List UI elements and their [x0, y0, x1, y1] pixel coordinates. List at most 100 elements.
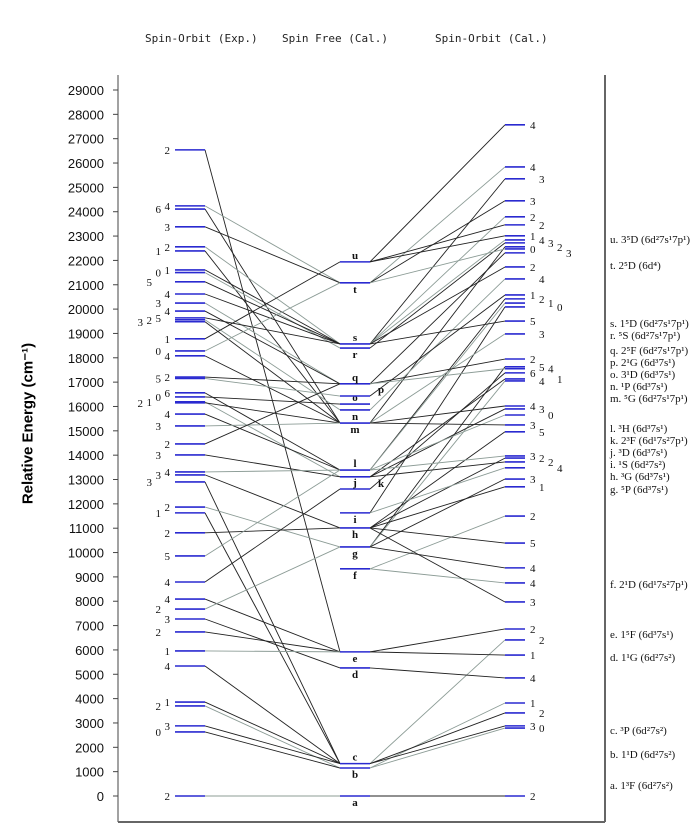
- correlation-line: [369, 266, 506, 345]
- so-level-j-label: 1: [530, 650, 536, 662]
- correlation-line: [204, 302, 341, 385]
- exp-level-j-label: 5: [156, 313, 162, 325]
- correlation-line: [204, 261, 341, 340]
- so-level-j-label: 3: [539, 174, 545, 186]
- exp-level-j-label: 6: [156, 204, 162, 216]
- correlation-line: [369, 527, 506, 603]
- state-label: d. 1¹G (6d²7s²): [610, 652, 676, 664]
- correlation-line: [369, 467, 506, 514]
- so-level-j-label: 3: [530, 196, 536, 208]
- so-level-j-label: 3: [530, 451, 536, 463]
- state-label: k. 2³F (6d¹7s²7p¹): [610, 435, 688, 447]
- exp-level-j-label: 2: [165, 502, 171, 514]
- state-label: b. 1¹D (6d²7s²): [610, 749, 676, 761]
- correlation-line: [369, 414, 506, 471]
- so-level-j-label: 0: [539, 723, 545, 735]
- correlation-line: [204, 546, 341, 610]
- spin-free-level-label: m: [350, 424, 359, 436]
- exp-level-j-label: 4: [165, 409, 171, 421]
- correlation-line: [369, 124, 506, 263]
- exp-level-j-label: 0: [156, 392, 162, 404]
- y-tick-label: 9000: [75, 570, 104, 585]
- exp-level-j-label: 2: [165, 791, 171, 803]
- correlation-line: [204, 319, 341, 411]
- exp-level-j-label: 2: [147, 315, 153, 327]
- so-level-j-label: 2: [539, 635, 545, 647]
- correlation-line: [369, 639, 506, 764]
- so-level-j-label: 2: [530, 212, 536, 224]
- so-level-j-label: 4: [539, 274, 545, 286]
- spin-free-level-label: e: [353, 653, 358, 665]
- correlation-line: [204, 282, 341, 352]
- correlation-line: [369, 486, 506, 529]
- y-tick-label: 26000: [68, 156, 104, 171]
- state-label: g. ⁵P (6d³7s¹): [610, 484, 668, 496]
- correlation-line: [204, 527, 341, 534]
- so-level-j-label: 5: [530, 538, 536, 550]
- exp-level-j-label: 2: [156, 627, 162, 639]
- exp-level-j-label: 1: [147, 397, 153, 409]
- correlation-line: [204, 246, 341, 345]
- so-level-j-label: 0: [548, 410, 554, 422]
- y-tick-label: 24000: [68, 205, 104, 220]
- exp-level-j-label: 3: [156, 450, 162, 462]
- exp-level-j-label: 4: [165, 201, 171, 213]
- spin-free-level-label: d: [352, 669, 358, 681]
- y-tick-label: 1000: [75, 765, 104, 780]
- y-tick-label: 4000: [75, 692, 104, 707]
- so-level-j-label: 2: [530, 262, 536, 274]
- exp-level-j-label: 2: [165, 242, 171, 254]
- y-tick-label: 15000: [68, 424, 104, 439]
- correlation-line: [204, 317, 341, 345]
- y-tick-label: 0: [97, 789, 104, 804]
- correlation-line: [204, 401, 341, 478]
- correlation-line: [204, 731, 341, 769]
- correlation-line: [204, 281, 341, 345]
- so-level-j-label: 4: [539, 376, 545, 388]
- so-level-j-label: 2: [539, 294, 545, 306]
- exp-level-j-label: 2: [165, 528, 171, 540]
- spin-free-level-label: n: [352, 411, 358, 423]
- so-level-j-label: 5: [539, 362, 545, 374]
- y-tick-label: 10000: [68, 546, 104, 561]
- exp-level-j-label: 0: [156, 346, 162, 358]
- correlation-line: [369, 366, 506, 548]
- correlation-line: [204, 413, 341, 471]
- exp-level-j-label: 3: [156, 421, 162, 433]
- correlation-line: [369, 546, 506, 569]
- correlation-line: [369, 667, 506, 679]
- state-label: e. 1⁵F (6d³7s¹): [610, 629, 674, 641]
- spin-free-level-label: o: [352, 392, 358, 404]
- exp-level-j-label: 4: [165, 306, 171, 318]
- so-level-j-label: 2: [530, 354, 536, 366]
- correlation-line: [204, 598, 341, 653]
- state-label: l. ³H (6d³7s¹): [610, 423, 668, 435]
- correlation-line: [369, 725, 506, 765]
- so-level-j-label: 2: [530, 511, 536, 523]
- correlation-line: [369, 306, 506, 514]
- correlation-line: [369, 166, 506, 284]
- y-tick-label: 17000: [68, 375, 104, 390]
- correlation-line: [369, 422, 506, 426]
- correlation-line: [369, 252, 506, 385]
- correlation-line: [369, 294, 506, 397]
- correlation-line: [204, 269, 341, 345]
- y-tick-label: 21000: [68, 278, 104, 293]
- correlation-line: [204, 481, 341, 764]
- spin-free-level-label: p: [378, 384, 384, 396]
- exp-level-j-label: 0: [156, 268, 162, 280]
- correlation-line: [204, 618, 341, 669]
- correlation-line: [369, 235, 506, 263]
- exp-level-j-label: 3: [156, 298, 162, 310]
- state-label: h. ³G (6d³7s¹): [610, 471, 670, 483]
- so-level-j-label: 4: [530, 563, 536, 575]
- spin-free-level-label: u: [352, 250, 358, 262]
- exp-level-j-label: 2: [165, 145, 171, 157]
- correlation-line: [369, 568, 506, 584]
- y-tick-label: 2000: [75, 740, 104, 755]
- so-level-j-label: 2: [539, 453, 545, 465]
- correlation-line: [369, 478, 506, 548]
- spin-free-level-label: r: [353, 349, 358, 361]
- correlation-line: [369, 651, 506, 656]
- so-level-j-label: 2: [530, 791, 536, 803]
